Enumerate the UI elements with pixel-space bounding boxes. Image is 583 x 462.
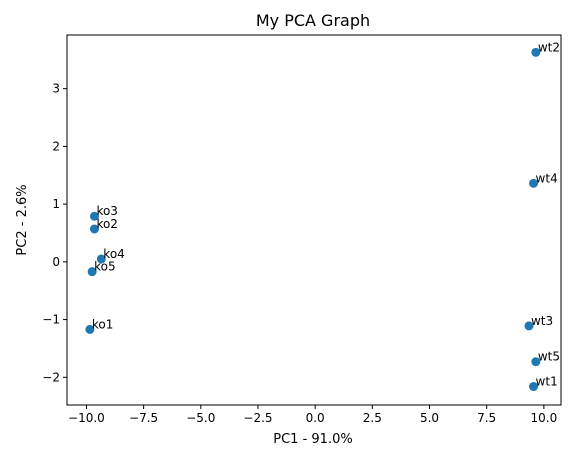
data-point-label-ko1: ko1: [92, 317, 114, 331]
data-point-ko5: [87, 267, 97, 277]
data-point-label-wt1: wt1: [536, 375, 558, 389]
x-tick-label: −5.0: [186, 411, 215, 425]
x-tick-label: 10.0: [530, 411, 557, 425]
y-tick-label: 0: [52, 255, 60, 269]
data-point-ko4: [96, 254, 106, 264]
data-point-label-ko5: ko5: [94, 260, 116, 274]
data-point-wt5: [531, 357, 541, 367]
data-point-wt3: [524, 321, 534, 331]
axes-frame: [66, 34, 562, 406]
y-tick-label: 2: [52, 139, 60, 153]
y-axis: −2 −1 0 1 2 3: [42, 82, 67, 384]
y-axis-label: PC2 - 2.6%: [15, 184, 30, 255]
x-axis-label: PC1 - 91.0%: [273, 432, 352, 447]
x-tick-label: −2.5: [243, 411, 272, 425]
data-point-wt1: [529, 382, 539, 392]
y-tick-label: 3: [52, 82, 60, 96]
data-point-ko1: [85, 324, 95, 334]
x-tick-label: −10.0: [68, 411, 105, 425]
x-tick-label: 0.0: [306, 411, 325, 425]
data-point-label-wt3: wt3: [531, 314, 553, 328]
x-tick-label: 7.5: [477, 411, 496, 425]
data-point-wt2: [531, 47, 541, 57]
chart-title: My PCA Graph: [256, 11, 370, 30]
data-point-ko3: [89, 211, 99, 221]
data-point-label-wt4: wt4: [536, 171, 558, 185]
x-tick-label: 5.0: [420, 411, 439, 425]
data-point-ko2: [89, 224, 99, 234]
data-point-wt4: [529, 178, 539, 188]
data-point-label-ko2: ko2: [96, 217, 118, 231]
y-tick-label: 1: [52, 197, 60, 211]
data-point-label-ko3: ko3: [96, 204, 118, 218]
y-tick-label: −2: [42, 370, 60, 384]
x-tick-label: 2.5: [363, 411, 382, 425]
x-tick-label: −7.5: [129, 411, 158, 425]
y-tick-label: −1: [42, 313, 60, 327]
x-axis: −10.0 −7.5 −5.0 −2.5 0.0 2.5 5.0 7.5 10.0: [68, 405, 557, 425]
data-point-label-wt5: wt5: [538, 350, 560, 364]
data-point-label-wt2: wt2: [538, 40, 560, 54]
data-point-label-ko4: ko4: [103, 247, 125, 261]
